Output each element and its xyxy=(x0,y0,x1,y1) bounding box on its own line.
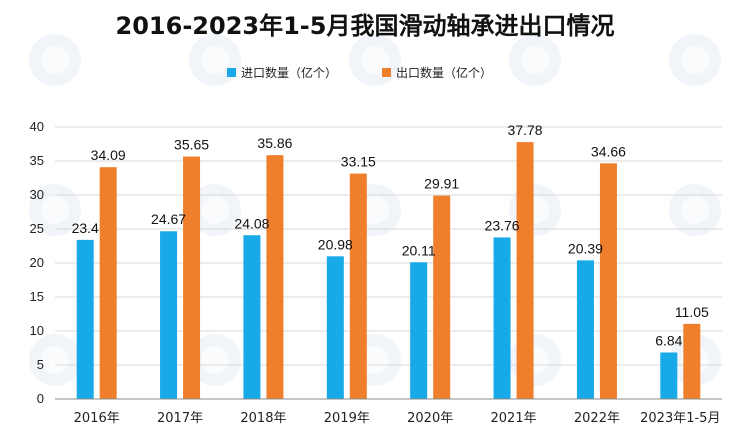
import-bar xyxy=(76,239,94,399)
import-data-label: 24.08 xyxy=(234,215,269,231)
export-data-label: 34.09 xyxy=(91,147,126,163)
data-labels: 23.4 34.09 24.67 35.65 24.08 35.86 20.98 33.15 2… xyxy=(72,122,709,348)
legend: 进口数量（亿个） 出口数量（亿个） xyxy=(227,65,492,80)
y-tick-label: 20 xyxy=(30,255,44,270)
watermark-logo xyxy=(349,34,401,86)
watermark-logo xyxy=(669,184,721,236)
export-data-label: 37.78 xyxy=(508,122,543,138)
import-bar xyxy=(410,262,428,399)
import-data-label: 20.39 xyxy=(568,240,603,256)
y-tick-label: 5 xyxy=(37,357,44,372)
export-data-label: 11.05 xyxy=(675,304,709,320)
gridlines xyxy=(55,126,722,366)
import-data-label: 23.4 xyxy=(72,220,99,236)
import-data-label: 6.84 xyxy=(655,332,682,348)
legend-label-export: 出口数量（亿个） xyxy=(396,65,492,80)
x-tick-label: 2021年 xyxy=(491,411,537,426)
x-tick-label: 2016年 xyxy=(74,411,120,426)
import-bar xyxy=(243,235,261,399)
y-tick-label: 25 xyxy=(30,221,44,236)
import-bar xyxy=(160,231,178,399)
y-tick-label: 35 xyxy=(30,153,44,168)
export-data-label: 35.65 xyxy=(174,137,209,153)
export-bar xyxy=(99,167,117,399)
y-tick-label: 10 xyxy=(30,323,44,338)
y-tick-label: 15 xyxy=(30,289,44,304)
x-tick-label: 2023年1-5月 xyxy=(640,411,720,426)
import-data-label: 20.98 xyxy=(318,236,353,252)
export-data-label: 34.66 xyxy=(591,143,626,159)
watermark-logo xyxy=(189,184,241,236)
watermark-layer xyxy=(29,34,721,386)
legend-swatch-import xyxy=(227,68,236,77)
export-bar xyxy=(433,195,451,399)
export-bar xyxy=(349,173,367,399)
legend-label-import: 进口数量（亿个） xyxy=(241,65,337,80)
export-bar xyxy=(266,155,284,399)
x-tick-label: 2020年 xyxy=(407,411,453,426)
x-axis-ticks: 2016年 2017年 2018年 2019年 2020年 2021年 2022年 2023年… xyxy=(74,411,721,426)
watermark-logo xyxy=(29,34,81,86)
export-bar xyxy=(683,323,701,399)
watermark-logo xyxy=(29,184,81,236)
y-axis-ticks: 0 5 10 15 20 25 30 35 40 xyxy=(30,119,44,406)
y-tick-label: 40 xyxy=(30,119,44,134)
import-bar xyxy=(493,237,511,399)
legend-swatch-export xyxy=(382,68,391,77)
y-tick-label: 0 xyxy=(37,391,44,406)
y-tick-label: 30 xyxy=(30,187,44,202)
x-tick-label: 2022年 xyxy=(574,411,620,426)
export-data-label: 33.15 xyxy=(341,154,376,170)
watermark-logo xyxy=(189,334,241,386)
export-bar xyxy=(516,142,534,399)
watermark-logo xyxy=(29,334,81,386)
watermark-logo xyxy=(669,34,721,86)
watermark-logo xyxy=(189,34,241,86)
import-bar xyxy=(660,352,678,399)
import-bar xyxy=(576,260,594,399)
bars xyxy=(76,142,701,399)
export-data-label: 35.86 xyxy=(257,135,292,151)
x-tick-label: 2018年 xyxy=(240,411,286,426)
chart-title: 2016-2023年1-5月我国滑动轴承进出口情况 xyxy=(116,12,615,40)
export-data-label: 29.91 xyxy=(424,176,459,192)
import-data-label: 24.67 xyxy=(151,211,186,227)
import-data-label: 20.11 xyxy=(402,242,436,258)
import-data-label: 23.76 xyxy=(485,217,520,233)
watermark-logo xyxy=(509,34,561,86)
import-bar xyxy=(326,256,344,399)
x-tick-label: 2019年 xyxy=(324,411,370,426)
export-bar xyxy=(183,156,201,399)
x-tick-label: 2017年 xyxy=(157,411,203,426)
export-bar xyxy=(599,163,617,399)
